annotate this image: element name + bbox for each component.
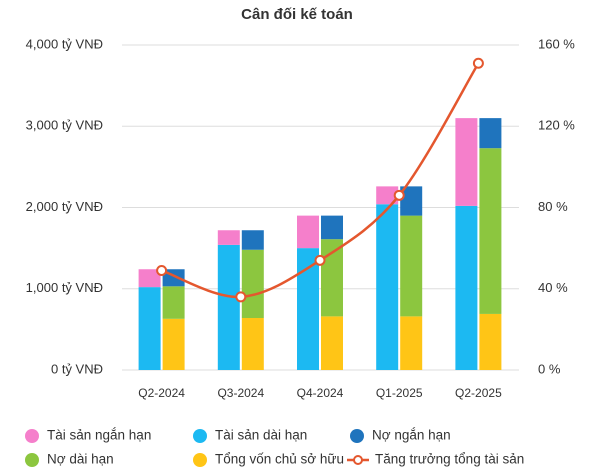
- legend-label: Tài sản dài hạn: [215, 428, 307, 443]
- bar-segment: [321, 215, 343, 240]
- bar-segment: [455, 205, 478, 370]
- bar-segment: [241, 318, 264, 370]
- bar-segment: [479, 118, 502, 149]
- y2-tick-label: 40 %: [538, 280, 568, 295]
- x-tick-label: Q2-2024: [138, 386, 185, 400]
- bar-segment: [376, 186, 399, 205]
- bar-segment: [162, 318, 185, 370]
- legend-label: Nợ ngắn hạn: [372, 428, 451, 443]
- legend-label: Tài sản ngắn hạn: [47, 428, 151, 443]
- bar-segment: [217, 244, 240, 370]
- chart-title: Cân đối kế toán: [241, 6, 353, 23]
- x-tick-label: Q1-2025: [376, 386, 423, 400]
- bar-segment: [455, 118, 478, 206]
- line-point: [156, 264, 168, 276]
- bar-segment: [376, 204, 399, 370]
- y2-tick-label: 120 %: [538, 118, 575, 133]
- line-path: [161, 62, 480, 299]
- bar-segment: [479, 313, 502, 370]
- line-point: [393, 189, 405, 201]
- legend-marker: [193, 453, 207, 467]
- legend-label: Tổng vốn chủ sở hữu: [215, 452, 344, 467]
- bar-segment: [241, 249, 264, 318]
- bar-segment: [162, 286, 185, 319]
- legend-marker: [193, 429, 207, 443]
- y2-tick-label: 160 %: [538, 36, 575, 51]
- bar-segment: [297, 248, 319, 370]
- bar-segment: [321, 239, 343, 317]
- bar-segment: [400, 186, 423, 216]
- y-tick-label: 3,000 tỷ VNĐ: [26, 118, 103, 133]
- legend-marker: [25, 429, 39, 443]
- y2-tick-label: 80 %: [538, 199, 568, 214]
- bar-segment: [138, 269, 161, 288]
- bar-segment: [241, 230, 264, 250]
- x-tick-label: Q4-2024: [297, 386, 344, 400]
- bar-segment: [321, 316, 343, 370]
- line-point: [314, 254, 326, 266]
- line-point: [235, 291, 247, 303]
- line-point: [472, 57, 484, 69]
- y2-tick-label: 0 %: [538, 361, 561, 376]
- y-tick-label: 0 tỷ VNĐ: [51, 361, 103, 376]
- y-tick-label: 2,000 tỷ VNĐ: [26, 199, 103, 214]
- legend-marker: [25, 453, 39, 467]
- legend-label: Tăng trưởng tổng tài sản: [375, 452, 524, 467]
- bar-segment: [297, 215, 319, 249]
- x-tick-label: Q2-2025: [455, 386, 502, 400]
- legend-marker: [350, 429, 364, 443]
- bar-segment: [400, 316, 423, 370]
- bar-segment: [217, 230, 240, 245]
- y-tick-label: 4,000 tỷ VNĐ: [26, 36, 103, 51]
- bar-segment: [400, 215, 423, 317]
- legend-marker: [353, 455, 363, 465]
- y-tick-label: 1,000 tỷ VNĐ: [26, 280, 103, 295]
- bar-segment: [479, 148, 502, 314]
- x-tick-label: Q3-2024: [217, 386, 264, 400]
- bar-segment: [138, 287, 161, 370]
- legend-label: Nợ dài hạn: [47, 452, 114, 467]
